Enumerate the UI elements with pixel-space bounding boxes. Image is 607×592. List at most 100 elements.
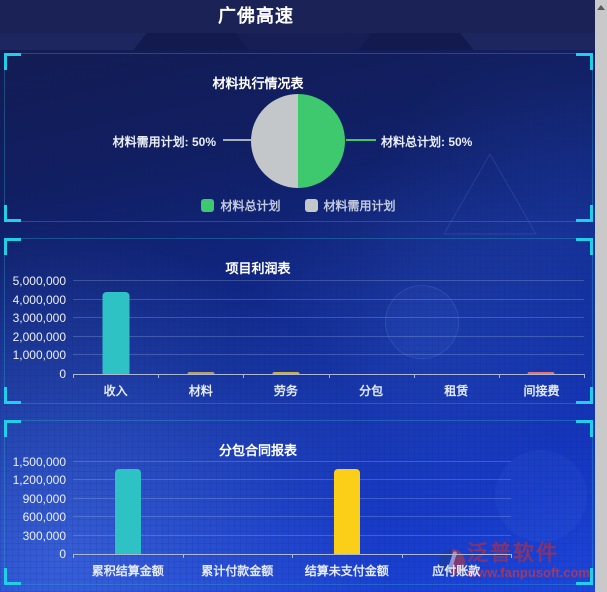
x-axis-category-label: 间接费 <box>523 384 560 398</box>
gridline <box>73 335 584 337</box>
x-axis-tick <box>328 374 330 378</box>
corner-bracket-icon <box>576 420 593 437</box>
category-band <box>329 281 414 374</box>
x-axis-tick <box>498 374 500 378</box>
x-axis-category-label: 劳务 <box>273 384 298 398</box>
y-axis-tick-label: 3,000,000 <box>12 311 66 326</box>
x-axis-tick <box>158 374 160 378</box>
panel-material-execution: 材料执行情况表 材料需用计划: 50% 材料总计划: 50% 材料总计划 材料需… <box>4 53 593 222</box>
x-axis-tick <box>292 554 293 558</box>
panel-title: 分包合同报表 <box>218 443 297 458</box>
y-axis-tick-label: 1,200,000 <box>12 473 66 488</box>
x-axis-tick <box>243 374 245 378</box>
gridline <box>73 298 584 300</box>
bar-chart-profit: 0 1,000,000 2,000,000 3,000,000 4,000,000 5,0… <box>11 274 585 399</box>
scrollbar[interactable] <box>595 0 607 592</box>
decor-trapezoid <box>235 33 359 50</box>
x-axis-tick <box>73 554 74 558</box>
legend-item-total-plan[interactable]: 材料总计划 <box>201 197 281 214</box>
bar-累积结算金额[interactable] <box>114 469 141 554</box>
panel-project-profit: 项目利润表 0 1,000,000 2,000,000 3,000,000 4,000,… <box>4 238 593 404</box>
x-axis-category-label: 结算未支付金额 <box>304 564 389 578</box>
pie-callout-line <box>346 139 376 141</box>
header-decoration <box>0 33 607 50</box>
x-axis-category-label: 收入 <box>103 384 128 398</box>
category-band <box>183 462 293 554</box>
pie-callout-line <box>223 139 251 141</box>
panel-title: 项目利润表 <box>225 261 291 276</box>
y-axis-tick-label: 1,000,000 <box>12 348 66 363</box>
watermark-brand: 泛普软件 <box>466 542 559 565</box>
y-axis-tick-label: 2,000,000 <box>12 329 66 344</box>
y-axis-tick-label: 0 <box>59 367 66 381</box>
x-axis-category-label: 应付账款 <box>432 564 481 578</box>
corner-bracket-icon <box>4 238 21 255</box>
category-band <box>414 281 499 374</box>
bar-材料[interactable] <box>187 372 215 374</box>
y-axis-tick-label: 1,500,000 <box>12 455 66 469</box>
gridline <box>73 461 511 462</box>
x-axis-category-label: 累积结算金额 <box>91 564 164 578</box>
corner-bracket-icon <box>576 238 593 255</box>
decor-trapezoid <box>0 33 147 50</box>
category-band <box>499 281 584 374</box>
watermark-url: www.fanpusoft.com <box>466 565 590 580</box>
x-axis-tick <box>73 374 74 378</box>
corner-bracket-icon <box>4 420 21 437</box>
panel-subcontract-report: 分包合同报表 0 300,000 600,000 900,000 1,200,000 1,… <box>4 420 593 585</box>
decor-trapezoid <box>460 33 607 50</box>
category-band <box>292 462 402 554</box>
gridline <box>73 516 511 518</box>
scroll-up-icon[interactable] <box>597 5 605 10</box>
legend-item-demand-plan[interactable]: 材料需用计划 <box>304 197 396 214</box>
x-axis-tick <box>182 554 184 558</box>
gridline <box>73 317 584 319</box>
category-band <box>73 281 158 374</box>
y-axis-tick-label: 4,000,000 <box>12 292 66 307</box>
bar-chart-subcontract: 0 300,000 600,000 900,000 1,200,000 1,500,000… <box>11 455 512 579</box>
y-axis-tick-label: 0 <box>59 547 66 561</box>
bar-劳务[interactable] <box>272 371 300 374</box>
y-axis-tick-label: 900,000 <box>22 491 66 506</box>
gridline <box>73 280 584 281</box>
panel-title: 材料执行情况表 <box>212 76 304 91</box>
bar-结算未支付金额[interactable] <box>333 469 360 554</box>
gridline <box>73 479 511 481</box>
bar-收入[interactable] <box>102 292 130 374</box>
legend-swatch-green <box>201 199 215 212</box>
pie-legend: 材料总计划 材料需用计划 <box>5 197 592 214</box>
category-band <box>402 462 512 554</box>
bar-间接费[interactable] <box>527 372 555 374</box>
legend-label: 材料总计划 <box>220 199 281 213</box>
x-axis-tick <box>584 374 585 378</box>
pie-label-total-plan: 材料总计划: 50% <box>381 135 473 149</box>
x-axis-tick <box>413 374 415 378</box>
gridline <box>73 497 511 499</box>
x-axis-category-label: 累计付款金额 <box>201 564 274 578</box>
category-band <box>243 281 328 374</box>
x-axis-category-label: 租赁 <box>444 384 469 398</box>
plot-area <box>73 461 512 558</box>
y-axis-tick-label: 300,000 <box>22 528 66 543</box>
pie-chart[interactable] <box>251 94 345 188</box>
category-band <box>73 462 183 554</box>
corner-bracket-icon <box>576 53 593 70</box>
gridline <box>73 354 584 356</box>
x-axis-category-label: 分包 <box>359 384 384 398</box>
x-axis-category-label: 材料 <box>188 384 213 398</box>
y-axis-tick-label: 5,000,000 <box>12 274 66 288</box>
x-axis-tick <box>511 554 512 558</box>
watermark: 泛普软件 www.fanpusoft.com <box>438 542 590 580</box>
corner-bracket-icon <box>4 53 21 70</box>
legend-swatch-grey <box>304 199 318 212</box>
header-bar: 广佛高速 <box>0 0 607 33</box>
category-band <box>158 281 243 374</box>
legend-label: 材料需用计划 <box>323 199 396 213</box>
fanpu-logo-icon <box>438 549 465 575</box>
x-axis-tick <box>401 554 403 558</box>
plot-area <box>73 280 585 378</box>
y-axis-tick-label: 600,000 <box>22 510 66 525</box>
pie-label-demand-plan: 材料需用计划: 50% <box>112 135 216 149</box>
gridline <box>73 534 511 536</box>
